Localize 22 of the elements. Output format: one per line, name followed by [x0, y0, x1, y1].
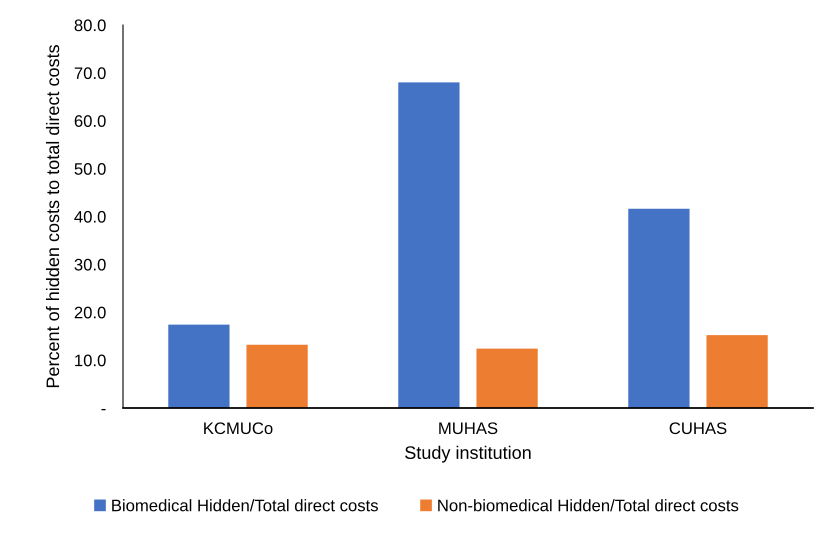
bar [476, 348, 539, 408]
y-tick-label: - [102, 408, 106, 410]
y-tick-label: 20.0 [74, 306, 106, 318]
y-tick-label: 60.0 [74, 115, 106, 127]
y-tick-label: 30.0 [74, 258, 106, 271]
y-axis-title: Percent of hidden costs to total direct costs [46, 45, 60, 388]
legend-label: Non-biomedical Hidden/Total direct costs [438, 499, 738, 512]
y-tick-label: 80.0 [74, 19, 106, 32]
x-tick-label: CUHAS [670, 422, 726, 434]
x-axis-title: Study institution [405, 446, 531, 463]
x-tick-label: MUHAS [439, 422, 498, 434]
bar [627, 208, 690, 408]
y-tick-label: 70.0 [74, 67, 106, 80]
bar [246, 344, 309, 408]
bar [397, 82, 460, 408]
legend-label: Biomedical Hidden/Total direct costs [112, 499, 378, 512]
x-tick-label: KCMUCo [204, 422, 272, 434]
bar [706, 334, 769, 408]
y-tick-label: 10.0 [75, 354, 106, 366]
y-tick-label: 50.0 [74, 163, 106, 175]
y-tick-label: 40.0 [74, 210, 106, 223]
bar [167, 324, 230, 408]
